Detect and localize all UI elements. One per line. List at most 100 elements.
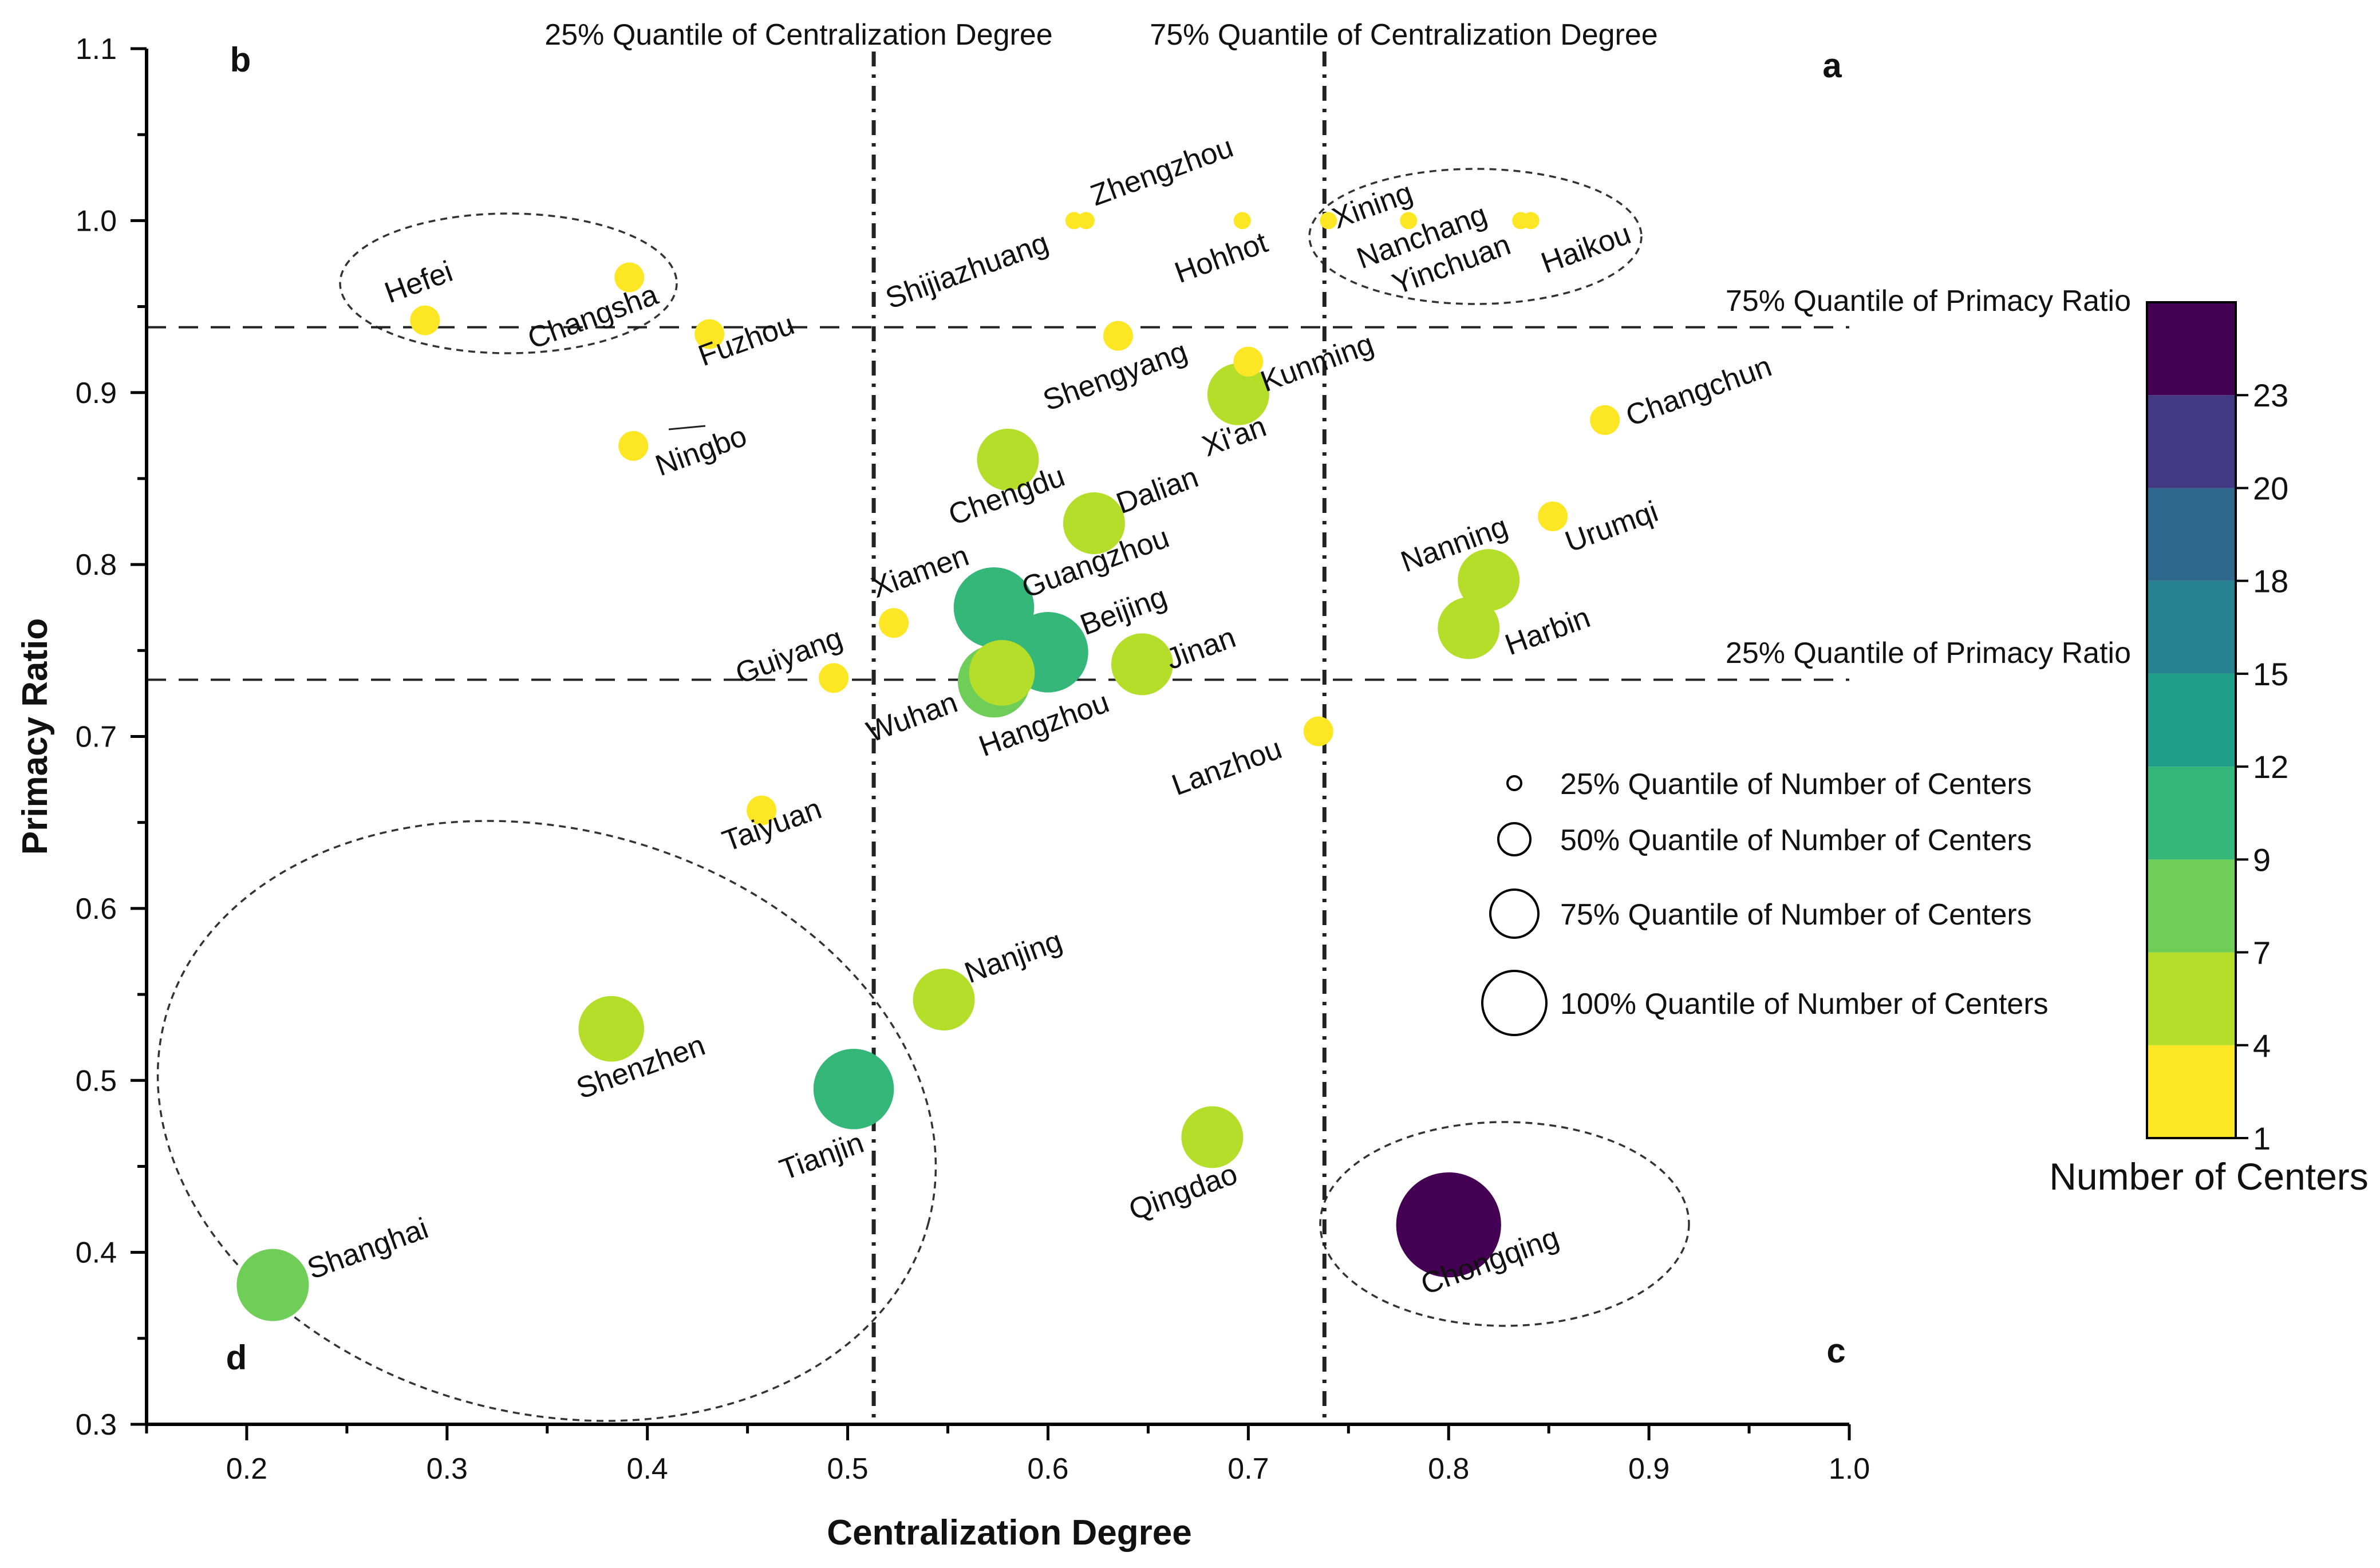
- label-dalian: Dalian: [1112, 460, 1202, 520]
- y-tick-label: 0.7: [76, 721, 117, 754]
- label-wuhan: Wuhan: [862, 686, 962, 749]
- y-tick-label: 0.4: [76, 1237, 117, 1270]
- quadrant-label-b: b: [230, 41, 251, 79]
- ningbo-leader-mark: [668, 425, 706, 430]
- quadrant-label-d: d: [226, 1338, 247, 1377]
- point-harbin: [1438, 597, 1500, 659]
- point-hefei: [410, 305, 440, 335]
- y-tick-label: 1.0: [76, 204, 117, 238]
- label-hohhot: Hohhot: [1170, 226, 1272, 290]
- colorbar-segment: [2147, 767, 2236, 860]
- x-tick-label: 0.8: [1428, 1452, 1469, 1486]
- colorbar-segment: [2147, 488, 2236, 581]
- group-ellipse: [1308, 168, 1643, 305]
- label-harbin: Harbin: [1501, 601, 1594, 662]
- colorbar-title: Number of Centers: [2049, 1155, 2369, 1198]
- label-hefei: Hefei: [380, 255, 457, 310]
- colorbar-tick-label: 20: [2253, 470, 2288, 506]
- point-nanning: [1458, 549, 1520, 611]
- point-taiyuan: [747, 795, 777, 826]
- point-xining: [1320, 212, 1337, 230]
- point-chengdu: [977, 428, 1039, 491]
- colorbar-frame: [2146, 301, 2237, 1139]
- y-tick-label: 0.8: [76, 548, 117, 582]
- colorbar-segment: [2147, 859, 2236, 953]
- point-zhengzhou: [1077, 212, 1095, 230]
- x-tick-label: 0.2: [226, 1452, 267, 1486]
- label-haikou: Haikou: [1537, 217, 1635, 280]
- x-tick-label: 0.9: [1628, 1452, 1669, 1486]
- point-tianjin: [813, 1048, 894, 1129]
- size-legend-circle: [1481, 970, 1548, 1036]
- colorbar-tick-label: 4: [2253, 1028, 2271, 1064]
- point-qingdao: [1181, 1106, 1244, 1168]
- label-shijiazhuang: Shijiazhuang: [881, 226, 1053, 315]
- x-tick-label: 0.5: [827, 1452, 868, 1486]
- reference-line-label: 25% Quantile of Primacy Ratio: [1726, 637, 2131, 670]
- point-haikou: [1522, 212, 1540, 230]
- colorbar-segment: [2147, 302, 2236, 396]
- y-tick-label: 0.6: [76, 892, 117, 926]
- colorbar-segment: [2147, 395, 2236, 488]
- label-changchun: Changchun: [1621, 350, 1776, 433]
- size-legend-label: 75% Quantile of Number of Centers: [1560, 898, 2032, 931]
- label-beijing: Beijing: [1076, 580, 1171, 642]
- y-tick-label: 0.3: [76, 1408, 117, 1441]
- label-qingdao: Qingdao: [1124, 1158, 1242, 1227]
- label-nanjing: Nanjing: [960, 924, 1067, 990]
- label-ningbo: Ningbo: [651, 419, 751, 483]
- label-urumqi: Urumqi: [1561, 495, 1662, 559]
- quadrant-label-a: a: [1822, 46, 1842, 85]
- size-legend-label: 50% Quantile of Number of Centers: [1560, 824, 2032, 857]
- point-lanzhou: [1303, 716, 1333, 747]
- x-tick-label: 0.3: [427, 1452, 468, 1486]
- group-ellipse: [339, 212, 678, 354]
- point-hangzhou: [969, 640, 1035, 706]
- point-chongqing: [1396, 1172, 1501, 1278]
- point-kunming: [1233, 346, 1264, 377]
- colorbar-tick-label: 15: [2253, 656, 2288, 692]
- group-ellipse: [1319, 1121, 1690, 1327]
- point-hohhot: [1233, 212, 1251, 230]
- colorbar-tick-label: 12: [2253, 749, 2288, 785]
- point-changchun: [1590, 405, 1620, 435]
- group-ellipse: [156, 820, 937, 1422]
- reference-line-label: 75% Quantile of Centralization Degree: [1150, 18, 1657, 52]
- point-ningbo: [618, 430, 649, 461]
- point-fuzhou: [694, 319, 725, 349]
- point-xiamen: [879, 608, 909, 638]
- colorbar-segment: [2147, 1045, 2236, 1138]
- label-lanzhou: Lanzhou: [1167, 732, 1286, 803]
- label-zhengzhou: Zhengzhou: [1086, 131, 1237, 212]
- x-tick-label: 0.6: [1027, 1452, 1068, 1486]
- point-changsha: [614, 262, 645, 293]
- y-axis-title: Primacy Ratio: [15, 618, 55, 855]
- point-shanghai: [236, 1249, 309, 1321]
- point-jinan: [1111, 633, 1173, 696]
- label-tianjin: Tianjin: [775, 1126, 868, 1187]
- point-xi-an: [1207, 363, 1269, 425]
- colorbar-segment: [2147, 952, 2236, 1045]
- x-tick-label: 0.4: [627, 1452, 668, 1486]
- point-shijiazhuang: [1065, 212, 1083, 230]
- label-kunming: Kunming: [1256, 327, 1378, 399]
- y-tick-label: 0.5: [76, 1064, 117, 1097]
- size-legend-circle: [1506, 775, 1522, 791]
- point-guangzhou: [953, 567, 1035, 648]
- reference-line-label: 25% Quantile of Centralization Degree: [544, 18, 1052, 52]
- point-shengyang: [1103, 321, 1133, 351]
- point-urumqi: [1538, 501, 1568, 532]
- size-legend-label: 100% Quantile of Number of Centers: [1560, 988, 2049, 1021]
- size-legend-circle: [1497, 822, 1532, 856]
- reference-line-label: 75% Quantile of Primacy Ratio: [1726, 285, 2131, 318]
- x-tick-label: 0.7: [1228, 1452, 1269, 1486]
- quadrant-label-c: c: [1826, 1332, 1845, 1370]
- x-tick-label: 1.0: [1829, 1452, 1870, 1486]
- point-guiyang: [819, 663, 849, 693]
- point-nanchang: [1400, 212, 1418, 230]
- colorbar-tick-label: 7: [2253, 935, 2271, 971]
- label-jinan: Jinan: [1162, 621, 1240, 676]
- colorbar-tick-label: 23: [2253, 377, 2288, 413]
- y-tick-label: 1.1: [76, 33, 117, 66]
